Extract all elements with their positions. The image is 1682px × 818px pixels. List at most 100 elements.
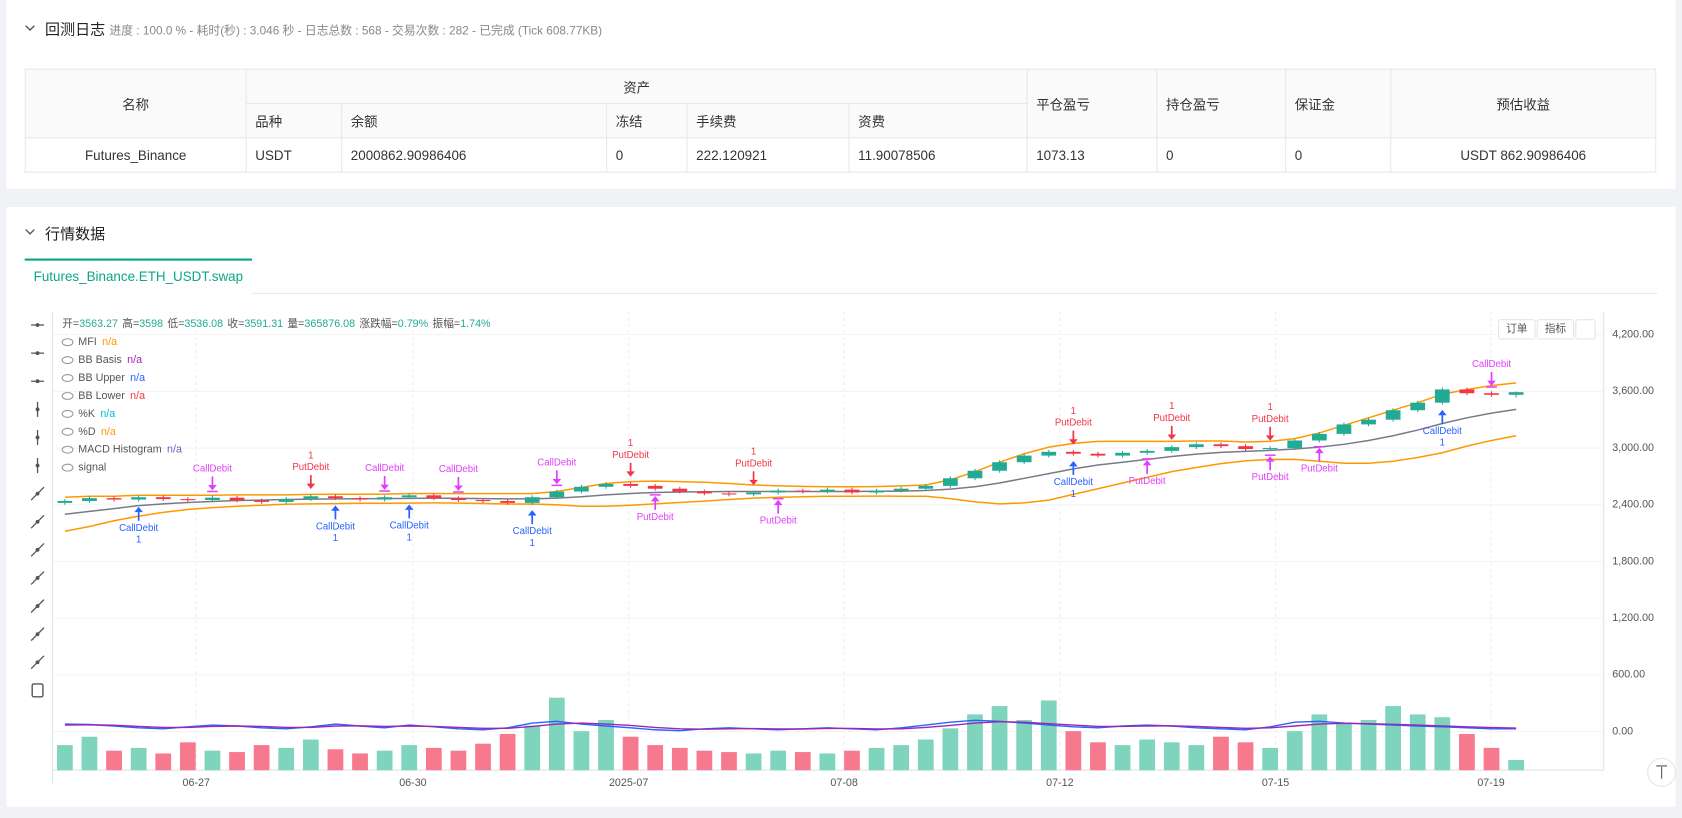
eye-icon[interactable] xyxy=(61,427,74,436)
tool-icon[interactable] xyxy=(30,599,45,613)
tool-icon[interactable] xyxy=(31,683,44,698)
info-label: 振幅= xyxy=(432,317,460,330)
signal-label: PutDebit xyxy=(637,512,674,523)
signal-count: 1 xyxy=(1440,438,1445,449)
signal-label: PutDebit xyxy=(1153,413,1190,424)
symbol-tab[interactable]: Futures_Binance.ETH_USDT.swap xyxy=(24,258,253,294)
legend-item: signal xyxy=(78,461,106,473)
band-line xyxy=(64,434,1517,532)
volume-bar xyxy=(81,736,98,771)
market-title: 行情数据 xyxy=(45,225,106,243)
signal-arrow-head xyxy=(306,483,316,490)
log-title-row: 回测日志 进度 : 100.0 % - 耗时(秒) : 3.046 秒 - 日志总… xyxy=(45,18,602,39)
button[interactable]: 指标 xyxy=(1545,322,1567,335)
tool-icon[interactable] xyxy=(30,627,45,642)
candle-body xyxy=(57,500,73,503)
header-cell: 持仓盈亏 xyxy=(1156,68,1287,139)
tool-icon[interactable] xyxy=(30,514,45,529)
candle-body xyxy=(278,499,294,502)
volume-bar xyxy=(868,747,885,771)
eye-icon[interactable] xyxy=(61,445,74,454)
legend-item: BB Lower n/a xyxy=(78,390,145,402)
volume-bar xyxy=(524,725,541,771)
signal-count: 1 xyxy=(530,538,535,549)
volume-bar xyxy=(1459,733,1475,771)
candle-body xyxy=(918,485,934,489)
tool-icon[interactable] xyxy=(30,542,45,557)
tool-icon[interactable] xyxy=(31,351,44,356)
eye-icon[interactable] xyxy=(61,356,74,365)
button-frame[interactable] xyxy=(1536,319,1575,340)
header-cell: 预估收益 xyxy=(1390,68,1657,139)
candle-body xyxy=(524,497,540,503)
button-frame[interactable] xyxy=(1498,319,1536,340)
signal-label: CallDebit xyxy=(119,523,158,534)
fullscreen-button[interactable] xyxy=(1575,319,1596,340)
volume-bar xyxy=(1483,747,1500,771)
cell: 0 xyxy=(606,137,688,173)
tool-icon[interactable] xyxy=(31,323,44,327)
log-title: 回测日志 xyxy=(45,20,106,38)
signal-arrow-head xyxy=(208,485,217,491)
legend-name: BB Lower xyxy=(78,390,125,402)
candle-body xyxy=(500,500,515,503)
candle-body xyxy=(82,498,97,501)
volume-bar xyxy=(942,728,959,771)
signal-label: CallDebit xyxy=(365,463,404,474)
eye-icon[interactable] xyxy=(61,409,74,418)
cell: 1073.13 xyxy=(1026,137,1158,173)
x-tick-label: 2025-07 xyxy=(609,777,648,789)
asset-table: 名称 资产 平仓盈亏 持仓盈亏 保证金 预估收益 品种 余额 冻结 手续费 资费… xyxy=(24,68,1657,173)
tool-icon[interactable] xyxy=(35,429,40,445)
signal: CallDebit xyxy=(537,457,577,487)
volume-bar xyxy=(1065,731,1082,771)
info-label: 涨跌幅= xyxy=(359,317,397,330)
candle-body xyxy=(401,495,417,498)
volume-bar xyxy=(1016,719,1033,771)
candle-body xyxy=(820,489,835,492)
signal-label: CallDebit xyxy=(1054,477,1093,488)
tool-icon[interactable] xyxy=(35,458,40,474)
signal-label: CallDebit xyxy=(513,526,552,537)
tool-icon[interactable] xyxy=(30,571,45,585)
signal-arrow-head xyxy=(1069,460,1078,467)
cell: USDT 862.90986406 xyxy=(1390,137,1657,173)
volume-bar xyxy=(1139,739,1156,771)
tool-icon[interactable] xyxy=(31,379,44,384)
eye-icon[interactable] xyxy=(61,374,74,382)
button[interactable]: 订单 xyxy=(1506,323,1528,335)
signal-count: 1 xyxy=(1071,489,1076,500)
candle-body xyxy=(180,499,196,501)
legend-value: n/a xyxy=(167,444,182,456)
signal-count: 1 xyxy=(1071,406,1076,417)
y-tick-label: 600.00 xyxy=(1612,669,1645,681)
tool-icon[interactable] xyxy=(30,655,45,670)
volume-bar xyxy=(1163,742,1180,771)
volume-bar xyxy=(1090,742,1106,771)
tool-icon[interactable] xyxy=(35,401,40,417)
signal: CallDebit xyxy=(439,464,478,493)
candle-body xyxy=(942,478,958,486)
legend-value: n/a xyxy=(100,408,115,420)
candle-body xyxy=(229,497,245,501)
signal-arrow-head xyxy=(404,504,414,510)
eye-icon[interactable] xyxy=(61,463,74,472)
tool-icon[interactable] xyxy=(30,486,45,501)
eye-icon[interactable] xyxy=(61,338,74,347)
volume-bar xyxy=(499,733,516,771)
cell: Futures_Binance xyxy=(24,137,247,173)
volume-bar xyxy=(1188,745,1205,771)
collapse-icon[interactable] xyxy=(24,21,37,34)
candle-body xyxy=(205,497,220,501)
x-tick-label: 07-15 xyxy=(1262,777,1289,789)
tool-shape xyxy=(35,491,40,496)
collapse-icon[interactable] xyxy=(24,225,37,238)
candle-body xyxy=(574,486,589,492)
signal-arrow-head xyxy=(773,499,783,506)
signal-count: 1 xyxy=(1169,401,1174,412)
eye-icon[interactable] xyxy=(61,391,74,400)
header-cell: 冻结 xyxy=(606,102,688,139)
volume-bar xyxy=(1262,747,1279,771)
